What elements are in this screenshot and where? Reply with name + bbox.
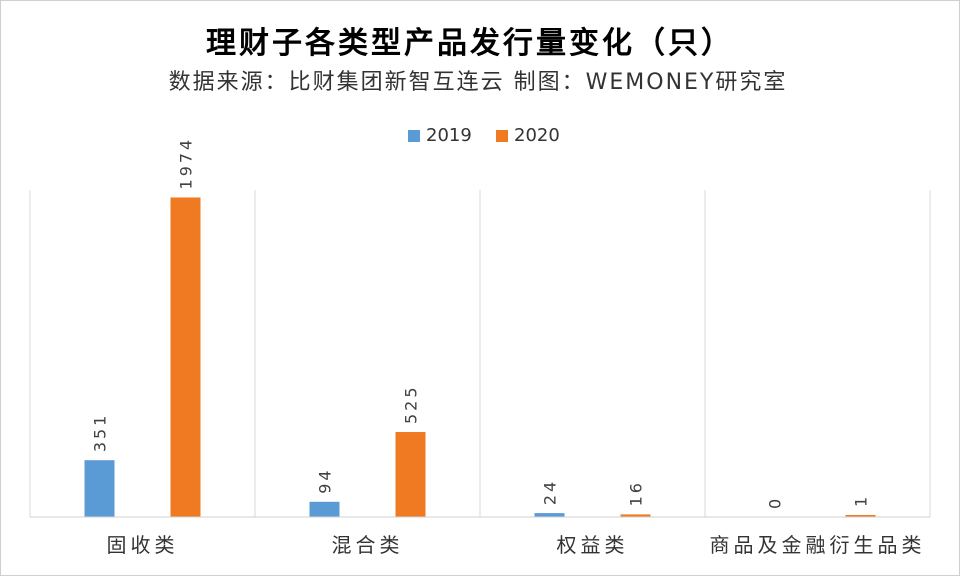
legend-swatch-2019 — [408, 130, 420, 142]
bar-2020-0 — [170, 197, 201, 517]
chart-title: 理财子各类型产品发行量变化（只） — [206, 26, 734, 61]
value-labels: 351 1974 94 525 24 16 0 1 — [91, 137, 871, 509]
bar-2019-1 — [309, 501, 340, 517]
bar-2020-3 — [845, 515, 876, 517]
legend-label-2020: 2020 — [514, 125, 560, 146]
bar-2020-1 — [395, 432, 426, 517]
category-label-0: 固收类 — [107, 533, 179, 557]
legend: 2019 2020 — [408, 125, 560, 146]
chart-subtitle: 数据来源：比财集团新智互连云 制图：WEMONEY研究室 — [169, 70, 788, 95]
value-label-2020-0: 1974 — [177, 137, 196, 190]
bar-2019-2 — [534, 513, 565, 517]
category-separators — [29, 190, 931, 517]
legend-label-2019: 2019 — [426, 125, 472, 146]
value-label-2019-0: 351 — [91, 413, 110, 453]
bars — [84, 197, 876, 517]
category-labels: 固收类 混合类 权益类 商品及金融衍生品类 — [107, 533, 926, 557]
value-label-2020-3: 1 — [852, 494, 871, 507]
category-label-1: 混合类 — [332, 533, 404, 557]
value-label-2020-1: 525 — [402, 384, 421, 424]
value-label-2020-2: 16 — [627, 480, 646, 506]
value-label-2019-3: 0 — [766, 496, 785, 509]
value-label-2019-1: 94 — [316, 467, 335, 493]
bar-2020-2 — [620, 514, 651, 517]
legend-swatch-2020 — [496, 130, 508, 142]
category-label-2: 权益类 — [557, 533, 629, 557]
value-label-2019-2: 24 — [541, 479, 560, 505]
category-label-3: 商品及金融衍生品类 — [710, 533, 926, 557]
bar-2019-0 — [84, 460, 115, 517]
